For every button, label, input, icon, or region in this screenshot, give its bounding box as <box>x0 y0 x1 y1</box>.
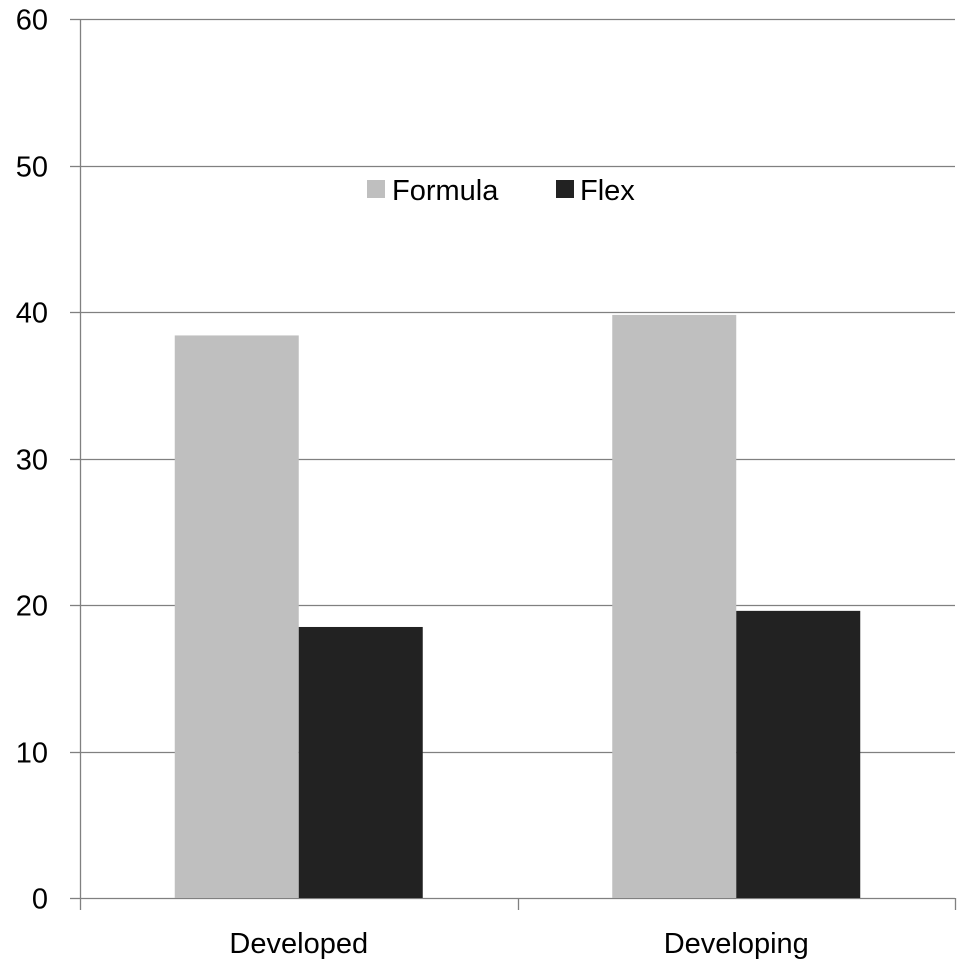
y-tick-label: 60 <box>16 5 48 37</box>
y-tick-label: 0 <box>32 884 48 916</box>
y-tick-label: 40 <box>16 298 48 330</box>
bars <box>174 314 861 898</box>
y-tick-label: 50 <box>16 152 48 184</box>
y-tick-labels: 0 10 20 30 40 50 60 <box>16 5 48 916</box>
x-tick-label: Developed <box>229 928 368 960</box>
bar-formula-developed <box>174 335 299 898</box>
legend-label-flex: Flex <box>580 175 635 207</box>
y-tick-label: 30 <box>16 445 48 477</box>
legend-swatch-formula <box>367 180 385 198</box>
legend-label-formula: Formula <box>392 175 499 207</box>
bar-formula-developing <box>612 314 737 898</box>
bar-flex-developing <box>736 610 861 898</box>
legend: Formula Flex <box>367 175 635 207</box>
x-tick-label: Developing <box>664 928 809 960</box>
x-tick-labels: Developed Developing <box>229 928 808 960</box>
y-tick-label: 10 <box>16 738 48 770</box>
axes <box>70 18 957 910</box>
y-tick-label: 20 <box>16 591 48 623</box>
legend-swatch-flex <box>556 180 574 198</box>
bar-flex-developed <box>298 626 423 898</box>
